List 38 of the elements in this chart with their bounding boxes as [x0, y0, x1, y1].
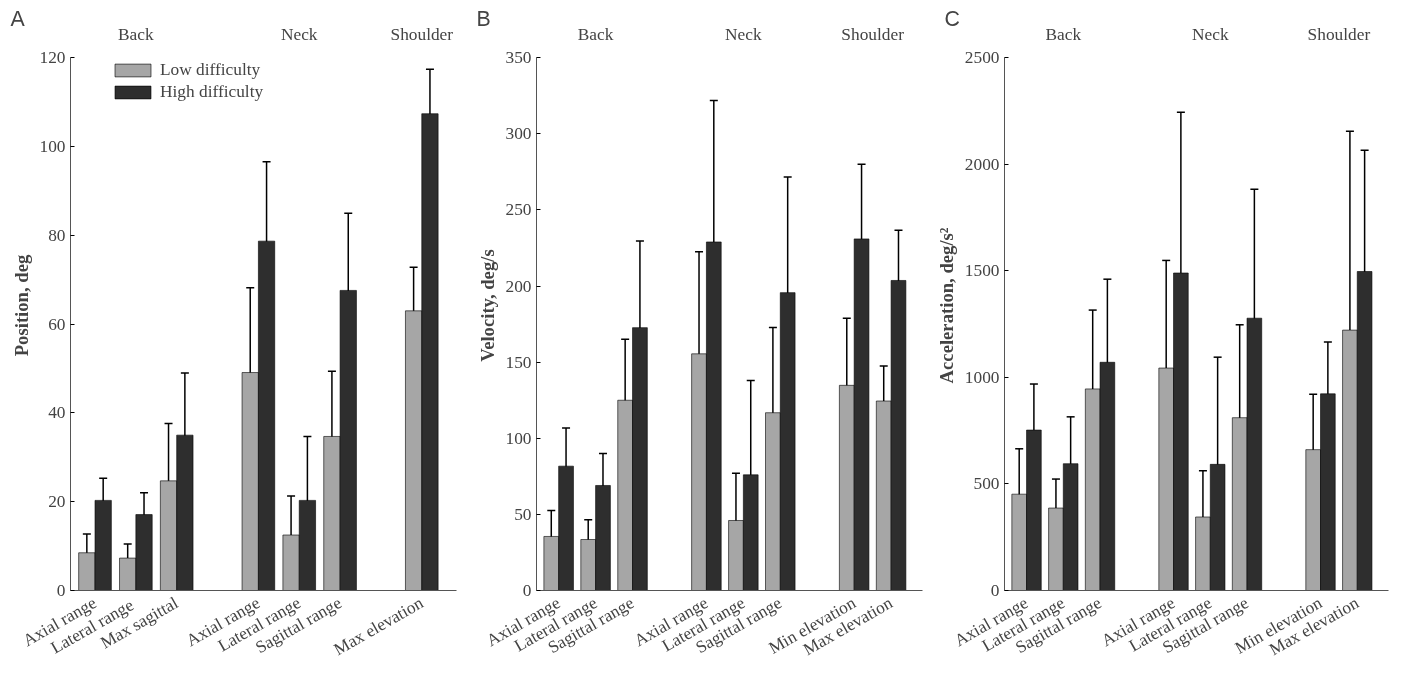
y-tick-label: 0	[990, 581, 1000, 600]
chart-title: A	[10, 6, 26, 31]
y-axis-title: Velocity, deg/s	[476, 249, 498, 362]
legend-label: Low difficulty	[160, 60, 261, 80]
y-tick-label: 1500	[964, 261, 1000, 281]
y-tick-label: 50	[514, 504, 532, 524]
y-tick-label: 20	[48, 492, 66, 512]
text: Shoulder	[841, 25, 905, 45]
y-tick-label: 500	[973, 474, 1000, 494]
text: Back	[1045, 25, 1082, 45]
y-tick-label: 0	[522, 581, 532, 600]
y-axis-title: Position, deg	[10, 254, 32, 357]
y-tick-label: 250	[505, 200, 532, 220]
y-tick-label: 150	[505, 352, 532, 372]
y-tick-label: 2500	[964, 48, 1000, 68]
chart-title: B	[476, 6, 491, 31]
legend-label: High difficulty	[160, 82, 264, 102]
text: Neck	[280, 25, 318, 45]
y-tick-label: 2000	[964, 154, 1000, 174]
y-tick-label: 0	[56, 581, 66, 600]
y-tick-label: 100	[39, 137, 66, 157]
y-tick-label: 120	[39, 48, 66, 68]
text: Shoulder	[390, 25, 454, 45]
y-axis-title: Acceleration, deg/s²	[935, 227, 957, 384]
y-tick-label: 100	[505, 428, 532, 448]
y-tick-label: 60	[48, 314, 66, 334]
y-tick-label: 200	[505, 276, 532, 296]
y-tick-label: 300	[505, 124, 532, 144]
y-tick-label: 350	[505, 48, 532, 68]
text: Neck	[1192, 25, 1229, 45]
text: Back	[577, 25, 614, 45]
y-tick-label: 40	[48, 403, 66, 423]
text: Back	[118, 25, 154, 45]
y-tick-label: 1000	[964, 367, 1000, 387]
text: Shoulder	[1307, 25, 1371, 45]
y-tick-label: 80	[48, 225, 66, 245]
chart-title: C	[944, 6, 960, 31]
text: Neck	[725, 25, 762, 45]
